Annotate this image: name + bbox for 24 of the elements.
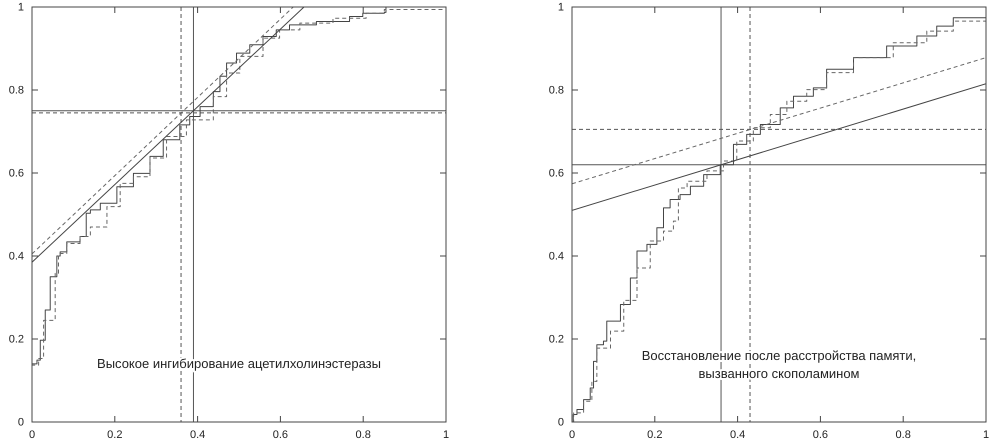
y-tick-label: 0.6 xyxy=(8,168,24,180)
y-tick-label: 0.4 xyxy=(548,250,564,263)
y-tick-label: 0.2 xyxy=(548,334,564,346)
x-tick-label: 0.8 xyxy=(896,428,911,441)
x-tick-label: 0.2 xyxy=(647,428,662,441)
x-tick-label: 0.6 xyxy=(812,428,828,441)
x-tick-label: 0.4 xyxy=(730,428,746,441)
x-tick-label: 0.4 xyxy=(190,428,206,441)
y-tick-label: 0.6 xyxy=(548,168,564,180)
y-tick-label: 0.8 xyxy=(548,84,564,97)
y-tick-label: 1 xyxy=(558,2,564,14)
y-tick-label: 0.2 xyxy=(8,334,24,346)
y-tick-label: 0.8 xyxy=(8,84,24,97)
x-tick-label: 0 xyxy=(28,428,36,441)
x-tick-label: 0.2 xyxy=(107,428,122,441)
y-tick-label: 0 xyxy=(18,416,24,429)
x-tick-label: 0 xyxy=(568,428,576,441)
x-tick-label: 1 xyxy=(982,428,990,441)
y-tick-label: 0.4 xyxy=(8,250,24,263)
y-tick-label: 0 xyxy=(558,416,564,429)
y-tick-label: 1 xyxy=(18,2,24,14)
x-tick-label: 0.6 xyxy=(272,428,288,441)
x-tick-label: 0.8 xyxy=(356,428,371,441)
x-tick-label: 1 xyxy=(442,428,450,441)
